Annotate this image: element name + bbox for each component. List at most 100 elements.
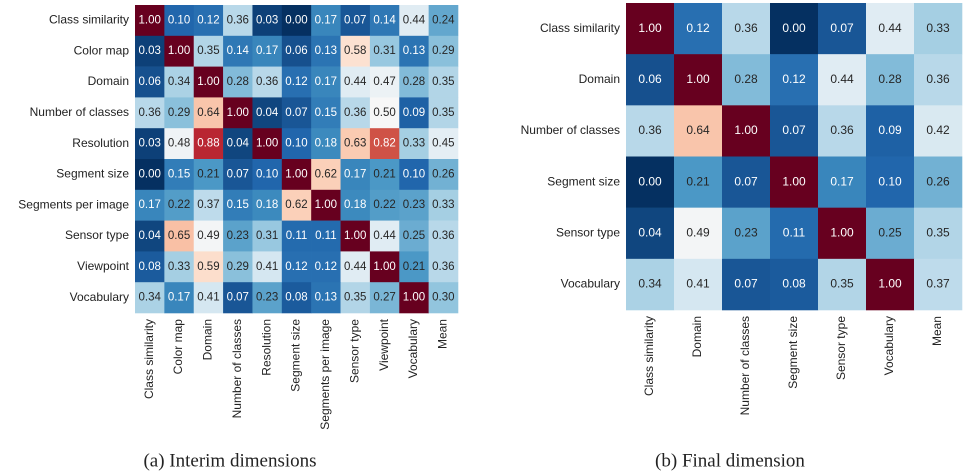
heatmap-cell [223, 5, 253, 37]
cell-label: 0.21 [403, 261, 425, 273]
cell-label: 0.10 [878, 174, 902, 188]
cell-label: 0.28 [878, 72, 902, 86]
cell-label: 0.00 [138, 168, 160, 180]
cell-label: 0.36 [432, 230, 454, 242]
row-label: Color map [74, 43, 130, 57]
heatmap-cell [135, 189, 165, 221]
heatmap-cell [369, 189, 400, 221]
cell-label: 0.44 [878, 21, 902, 35]
cell-label: 0.12 [285, 261, 307, 273]
cell-label: 0.10 [256, 168, 278, 180]
heatmap-cell [164, 282, 195, 314]
cell-label: 0.33 [432, 199, 454, 211]
heatmap-cell [193, 5, 224, 37]
heatmap-cell [722, 207, 771, 260]
cell-label: 0.15 [227, 199, 249, 211]
column-label: Domain [690, 316, 704, 357]
cell-label: 0.42 [926, 123, 950, 137]
cell-label: 0.09 [403, 107, 425, 119]
heatmap-cell [223, 220, 253, 252]
heatmap-cell [399, 189, 429, 221]
heatmap-cell [252, 220, 283, 252]
heatmap-cell [722, 258, 771, 311]
cell-label: 0.64 [686, 123, 710, 137]
row-label: Sensor type [65, 228, 129, 242]
cell-label: 0.09 [878, 123, 902, 137]
cell-label: 0.12 [315, 261, 337, 273]
cell-label: 0.41 [256, 261, 278, 273]
cell-label: 0.27 [373, 292, 395, 304]
heatmap-cell [281, 251, 312, 283]
cell-label: 0.08 [138, 261, 160, 273]
heatmap-cell [135, 66, 165, 98]
column-label: Vocabulary [406, 319, 420, 378]
cell-label: 0.17 [830, 174, 854, 188]
heatmap-cell [311, 5, 341, 37]
cell-label: 0.15 [315, 107, 337, 119]
heatmap-cell [311, 220, 341, 252]
cell-label: 0.34 [638, 277, 662, 291]
cell-label: 0.59 [197, 261, 219, 273]
cell-label: 0.33 [926, 21, 950, 35]
heatmap-cell [340, 189, 371, 221]
heatmap-cell [428, 251, 459, 283]
cell-label: 0.17 [168, 292, 190, 304]
heatmap-cell [281, 97, 312, 129]
cell-label: 0.22 [373, 199, 395, 211]
cell-label: 0.44 [403, 14, 426, 26]
heatmap-cell [164, 35, 195, 67]
heatmap-cell [674, 156, 723, 208]
heatmap-cell [164, 5, 195, 37]
heatmap-cell [193, 220, 224, 252]
heatmap-cell [866, 207, 915, 260]
cell-label: 0.35 [344, 292, 366, 304]
heatmap-cell [626, 3, 675, 55]
heatmap-cell [866, 156, 915, 208]
cell-label: 0.35 [432, 107, 454, 119]
cell-label: 0.28 [403, 76, 425, 88]
heatmap-cell [223, 189, 253, 221]
cell-label: 0.41 [686, 277, 710, 291]
cell-label: 0.31 [373, 45, 395, 57]
cell-label: 0.04 [138, 230, 161, 242]
row-label: Segments per image [18, 197, 129, 211]
cell-label: 0.04 [227, 138, 250, 150]
heatmap-cell [340, 35, 371, 67]
heatmap-cell [193, 282, 224, 314]
heatmap-cell [311, 66, 341, 98]
heatmap-cell [626, 258, 675, 311]
cell-label: 0.82 [373, 138, 395, 150]
heatmap-cell [428, 220, 459, 252]
cell-label: 0.31 [256, 230, 278, 242]
heatmap-cell [722, 3, 771, 55]
cell-label: 0.44 [373, 230, 396, 242]
cell-label: 0.18 [344, 199, 366, 211]
cell-label: 0.06 [285, 45, 307, 57]
heatmap-cell [135, 97, 165, 129]
heatmap-cell [428, 128, 459, 160]
heatmap-cell [722, 54, 771, 106]
cell-label: 0.04 [256, 107, 279, 119]
cell-label: 0.03 [138, 138, 160, 150]
cell-label: 0.29 [227, 261, 249, 273]
cell-label: 0.23 [734, 225, 758, 239]
heatmap-cell [193, 35, 224, 67]
heatmap-cell [369, 159, 400, 191]
cell-label: 0.35 [830, 277, 854, 291]
row-label: Sensor type [556, 225, 620, 239]
cell-label: 0.62 [285, 199, 307, 211]
cell-label: 1.00 [403, 292, 425, 304]
cell-label: 0.36 [830, 123, 854, 137]
cell-label: 0.21 [373, 168, 395, 180]
heatmap-cell [866, 258, 915, 311]
cell-label: 1.00 [830, 225, 854, 239]
cell-label: 0.22 [168, 199, 190, 211]
cell-label: 0.62 [315, 168, 337, 180]
heatmap-cell [428, 282, 459, 314]
cell-label: 0.63 [344, 138, 366, 150]
cell-label: 0.49 [197, 230, 219, 242]
cell-label: 0.21 [197, 168, 219, 180]
heatmap-cell [340, 220, 371, 252]
heatmap-cell [770, 156, 819, 208]
